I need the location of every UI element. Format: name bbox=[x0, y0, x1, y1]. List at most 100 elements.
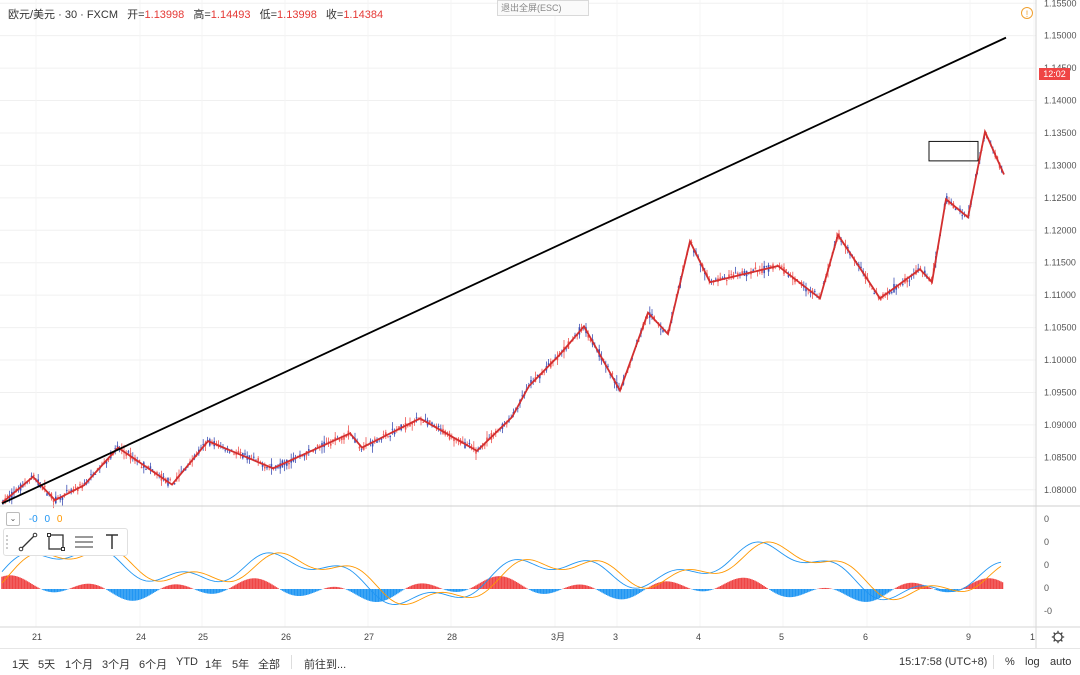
date-axis-label: 4 bbox=[696, 632, 701, 642]
alert-icon[interactable]: ! bbox=[1021, 7, 1033, 19]
candle-body bbox=[127, 451, 130, 453]
goto-button[interactable]: 前往到... bbox=[304, 659, 347, 671]
range-3m-button[interactable]: 3个月 bbox=[102, 659, 131, 671]
candle-body bbox=[303, 454, 306, 457]
candle-body bbox=[334, 437, 336, 440]
auto-toggle[interactable]: auto bbox=[1050, 656, 1072, 668]
settings-icon-tooth bbox=[1060, 632, 1063, 635]
candle-body bbox=[365, 443, 367, 445]
indicator-axis-label: 0 bbox=[1044, 583, 1049, 593]
candle-body bbox=[530, 380, 532, 384]
candle-body bbox=[752, 269, 754, 271]
candle-body bbox=[147, 466, 149, 468]
candle-body bbox=[138, 460, 141, 462]
range-5d-button[interactable]: 5天 bbox=[38, 659, 56, 671]
candle-body bbox=[277, 467, 279, 469]
candle-body bbox=[105, 460, 108, 464]
range-5y-button[interactable]: 5年 bbox=[232, 659, 250, 671]
candle-body bbox=[464, 442, 466, 449]
candle-body bbox=[233, 453, 235, 455]
settings-icon[interactable] bbox=[1051, 630, 1065, 644]
candle-body bbox=[860, 266, 862, 269]
date-axis-label: 9 bbox=[966, 632, 971, 642]
date-axis-label: 27 bbox=[364, 632, 374, 642]
candle-body bbox=[765, 265, 768, 267]
log-toggle[interactable]: log bbox=[1025, 656, 1040, 668]
price-axis-label: 1.15000 bbox=[1044, 31, 1077, 41]
candle-body bbox=[895, 285, 897, 290]
candle-body bbox=[360, 448, 363, 450]
candle-body bbox=[369, 441, 372, 443]
settings-icon-tooth bbox=[1053, 639, 1056, 642]
candle-body bbox=[121, 448, 123, 450]
range-ytd-button[interactable]: YTD bbox=[176, 656, 198, 668]
percent-toggle[interactable]: % bbox=[1005, 656, 1015, 668]
candle-body bbox=[785, 269, 787, 271]
trendline[interactable] bbox=[1, 36, 1007, 505]
candle-body bbox=[52, 498, 55, 502]
candle-body bbox=[415, 417, 418, 419]
candle-body bbox=[930, 278, 933, 280]
candle-body bbox=[547, 363, 550, 366]
candle-body bbox=[244, 453, 246, 455]
fib-tool-icon[interactable] bbox=[70, 529, 98, 555]
range-1m-button[interactable]: 1个月 bbox=[65, 659, 94, 671]
candle-body bbox=[754, 267, 757, 270]
candle-body bbox=[57, 497, 59, 499]
chevron-down-icon[interactable]: ⌄ bbox=[6, 512, 20, 526]
candle-body bbox=[151, 469, 154, 471]
rectangle-drawing[interactable] bbox=[928, 140, 979, 162]
candle-body bbox=[468, 442, 471, 445]
candle-body bbox=[90, 474, 92, 475]
rectangle-tool-icon[interactable] bbox=[42, 529, 70, 555]
candle-body bbox=[44, 485, 46, 487]
clock-display[interactable]: 15:17:58 (UTC+8) bbox=[899, 656, 988, 668]
range-6m-button[interactable]: 6个月 bbox=[139, 659, 168, 671]
candle-body bbox=[66, 489, 68, 491]
price-axis-label: 1.08000 bbox=[1044, 485, 1077, 495]
low-label: 低= bbox=[259, 9, 278, 21]
candle-body bbox=[954, 208, 957, 211]
candle-body bbox=[433, 424, 435, 426]
settings-icon-tooth bbox=[1053, 632, 1056, 635]
zigzag-line[interactable] bbox=[1, 128, 1005, 504]
candle-body bbox=[554, 357, 556, 359]
candle-body bbox=[906, 279, 908, 283]
divider bbox=[291, 655, 292, 669]
candle-body bbox=[308, 449, 310, 451]
candle-body bbox=[781, 266, 783, 268]
indicator-axis-label: 0 bbox=[1044, 560, 1049, 570]
toolbar-grip[interactable] bbox=[6, 535, 14, 549]
candle-body bbox=[517, 408, 519, 409]
candle-body bbox=[902, 283, 904, 285]
candle-body bbox=[776, 264, 779, 266]
candle-body bbox=[565, 348, 567, 350]
candle-body bbox=[6, 495, 9, 498]
candle-body bbox=[424, 419, 427, 421]
candle-body bbox=[61, 496, 64, 500]
range-1y-button[interactable]: 1年 bbox=[205, 659, 223, 671]
range-all-button[interactable]: 全部 bbox=[258, 659, 280, 671]
date-axis-label: 28 bbox=[447, 632, 457, 642]
candle-body bbox=[787, 275, 790, 277]
text-tool-icon[interactable] bbox=[98, 529, 126, 555]
line-tool-icon[interactable] bbox=[14, 529, 42, 555]
candle-body bbox=[330, 443, 332, 446]
candle-body bbox=[602, 358, 605, 360]
candle-body bbox=[470, 445, 473, 447]
last-price-badge: 12:02 bbox=[1039, 68, 1070, 80]
range-1d-button[interactable]: 1天 bbox=[12, 659, 30, 671]
candle-body bbox=[116, 445, 119, 447]
date-axis-label: 26 bbox=[281, 632, 291, 642]
date-axis-label: 24 bbox=[136, 632, 146, 642]
candle-body bbox=[114, 448, 116, 450]
candle-body bbox=[162, 476, 165, 478]
candle-body bbox=[237, 450, 240, 454]
exit-fullscreen-button[interactable]: 退出全屏(ESC) bbox=[497, 0, 589, 16]
candle-body bbox=[448, 433, 451, 440]
candle-body bbox=[719, 277, 721, 279]
date-axis-label: 21 bbox=[32, 632, 42, 642]
date-axis-label: 6 bbox=[863, 632, 868, 642]
